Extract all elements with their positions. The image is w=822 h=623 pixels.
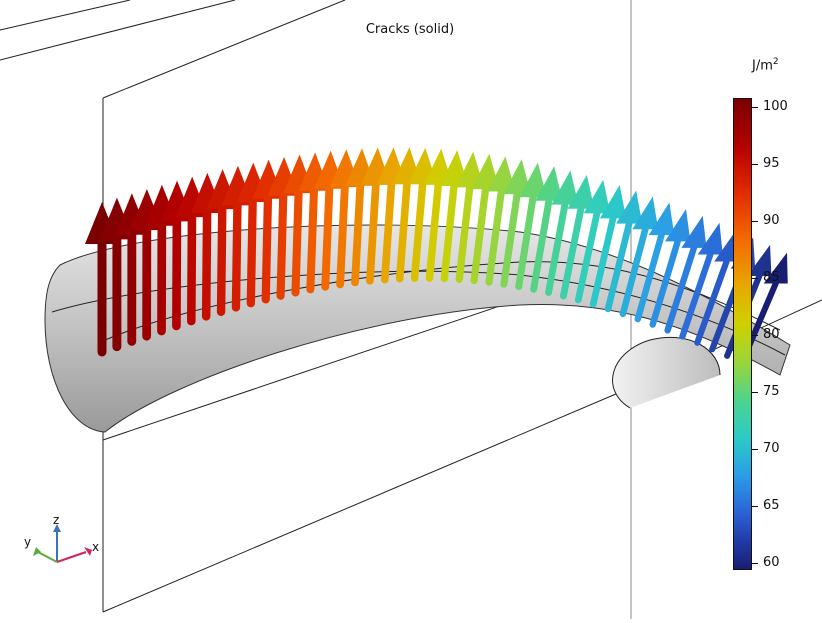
unit-exponent: 2 <box>773 57 779 67</box>
arrow-shaft <box>236 205 237 307</box>
arrow-shaft <box>325 189 329 287</box>
colorbar-tick-label: 90 <box>763 213 780 228</box>
colorbar-tick <box>752 449 758 450</box>
colorbar-tick-label: 65 <box>763 498 780 513</box>
arrow-shaft <box>191 217 192 321</box>
colorbar-tick <box>752 278 758 279</box>
unit-base: J/m <box>752 58 773 73</box>
colorbar-tick-label: 85 <box>763 270 780 285</box>
colorbar-tick <box>752 221 758 222</box>
colorbar-tick-label: 80 <box>763 327 780 342</box>
arrow-shaft <box>310 191 314 290</box>
arrow-shaft <box>281 196 284 296</box>
hole-opening <box>613 337 720 408</box>
axis-triad: z x y <box>24 513 99 562</box>
colorbar-tick-label: 95 <box>763 156 780 171</box>
triad-x-label: x <box>92 540 99 554</box>
colorbar-tick-label: 75 <box>763 384 780 399</box>
arrow-shaft <box>355 186 360 283</box>
plot-title: Cracks (solid) <box>300 22 520 37</box>
colorbar-tick <box>752 392 758 393</box>
colorbar-tick <box>752 107 758 108</box>
colorbar-tick <box>752 335 758 336</box>
arrow-shaft <box>295 193 298 292</box>
colorbar-tick-label: 60 <box>763 555 780 570</box>
triad-z-label: z <box>53 513 59 527</box>
colorbar-tick <box>752 563 758 564</box>
arrow-shaft <box>266 199 268 300</box>
colorbar-tick <box>752 506 758 507</box>
colorbar-unit-label: J/m2 <box>752 57 779 73</box>
colorbar-tick <box>752 164 758 165</box>
colorbar-tick-label: 100 <box>763 99 788 114</box>
color-legend-bar <box>733 98 752 570</box>
colorbar-tick-label: 70 <box>763 441 780 456</box>
arrow-shaft <box>221 209 222 312</box>
triad-y-label: y <box>24 535 31 549</box>
arrow-shaft <box>340 187 345 284</box>
arrow-shaft <box>251 202 253 303</box>
arrow-shaft <box>206 213 207 316</box>
